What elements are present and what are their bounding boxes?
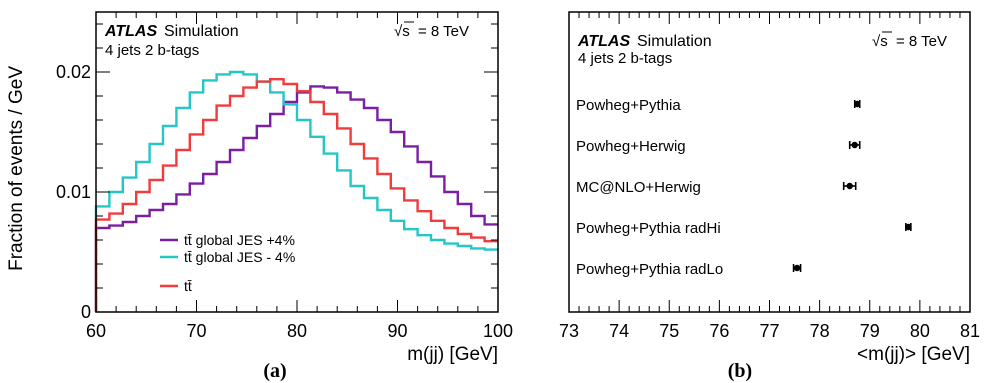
- svg-text:= 8 TeV: = 8 TeV: [896, 33, 947, 50]
- panel-a-atlas-label: ATLAS: [104, 23, 157, 40]
- x-tick-label: 79: [860, 321, 880, 341]
- x-tick-label: 100: [483, 321, 513, 341]
- panel-b-x-axis-label: <m(jj)> [GeV]: [857, 344, 970, 365]
- legend-entry: tt̄ global JES - 4%: [184, 249, 295, 265]
- panel-b-energy-label: √s = 8 TeV: [872, 31, 947, 50]
- y-tick-label: 0: [81, 302, 91, 322]
- panel-b-atlas-label: ATLAS: [577, 33, 630, 50]
- point-label: Powheg+Pythia radLo: [576, 261, 723, 278]
- panel-a: 60 70 80 90 100 0 0.01 0.02 Fraction of events …: [6, 11, 513, 382]
- panel-a-ticks: 60 70 80 90 100 0 0.01 0.02: [56, 12, 513, 341]
- y-tick-label: 0.02: [56, 62, 91, 82]
- x-tick-label: 76: [709, 321, 729, 341]
- data-point: [846, 182, 853, 190]
- point-label: Powheg+Herwig: [576, 138, 686, 155]
- x-tick-label: 77: [759, 321, 779, 341]
- panel-a-y-axis-label: Fraction of events / GeV: [6, 66, 27, 271]
- svg-text:√s: √s: [872, 33, 888, 50]
- svg-text:= 8 TeV: = 8 TeV: [418, 23, 469, 40]
- x-tick-label: 81: [960, 321, 980, 341]
- x-tick-label: 60: [86, 321, 106, 341]
- panel-b: 73 74 75 76 77 78 79 80 81 <m(jj)> [GeV] (b) ATL…: [559, 11, 980, 382]
- panel-b-ticks: 73 74 75 76 77 78 79 80 81: [559, 12, 980, 341]
- legend-entry: tt̄ global JES +4%: [184, 232, 295, 248]
- panel-b-points: Powheg+Pythia Powheg+Herwig MC@NLO+Herwig P…: [576, 97, 912, 278]
- panel-a-legend: tt̄ global JES +4%tt̄ global JES - 4% tt̄: [160, 232, 295, 294]
- panel-b-simulation-label: Simulation: [637, 33, 712, 50]
- data-point: [854, 100, 861, 108]
- point-label: Powheg+Pythia: [576, 97, 681, 114]
- x-tick-label: 78: [810, 321, 830, 341]
- panel-b-selection-label: 4 jets 2 b-tags: [578, 50, 672, 67]
- panel-b-frame: [568, 11, 971, 313]
- panel-a-frame: [95, 11, 499, 313]
- y-tick-label: 0.01: [56, 182, 91, 202]
- legend-entry: tt̄: [184, 278, 192, 294]
- x-tick-label: 90: [387, 321, 407, 341]
- x-tick-label: 73: [559, 321, 579, 341]
- data-point: [905, 223, 912, 231]
- x-tick-label: 80: [287, 321, 307, 341]
- panel-a-x-axis-label: m(jj) [GeV]: [407, 344, 498, 365]
- series-line-3: [94, 78, 498, 312]
- x-tick-label: 74: [609, 321, 629, 341]
- svg-text:√s: √s: [394, 23, 410, 40]
- panel-a-label: (a): [263, 360, 286, 382]
- data-point: [851, 141, 858, 149]
- x-tick-label: 75: [659, 321, 679, 341]
- panel-a-energy-label: √s = 8 TeV: [394, 21, 469, 40]
- x-tick-label: 70: [186, 321, 206, 341]
- panel-a-histogram-lines: [94, 70, 498, 312]
- panel-a-simulation-label: Simulation: [164, 23, 239, 40]
- point-label: Powheg+Pythia radHi: [576, 220, 721, 237]
- data-point: [793, 264, 801, 272]
- x-tick-label: 80: [910, 321, 930, 341]
- series-line-1: [94, 85, 498, 312]
- panel-a-selection-label: 4 jets 2 b-tags: [105, 42, 199, 59]
- panel-b-label: (b): [728, 360, 752, 382]
- series-line-2: [94, 70, 498, 312]
- point-label: MC@NLO+Herwig: [576, 179, 701, 196]
